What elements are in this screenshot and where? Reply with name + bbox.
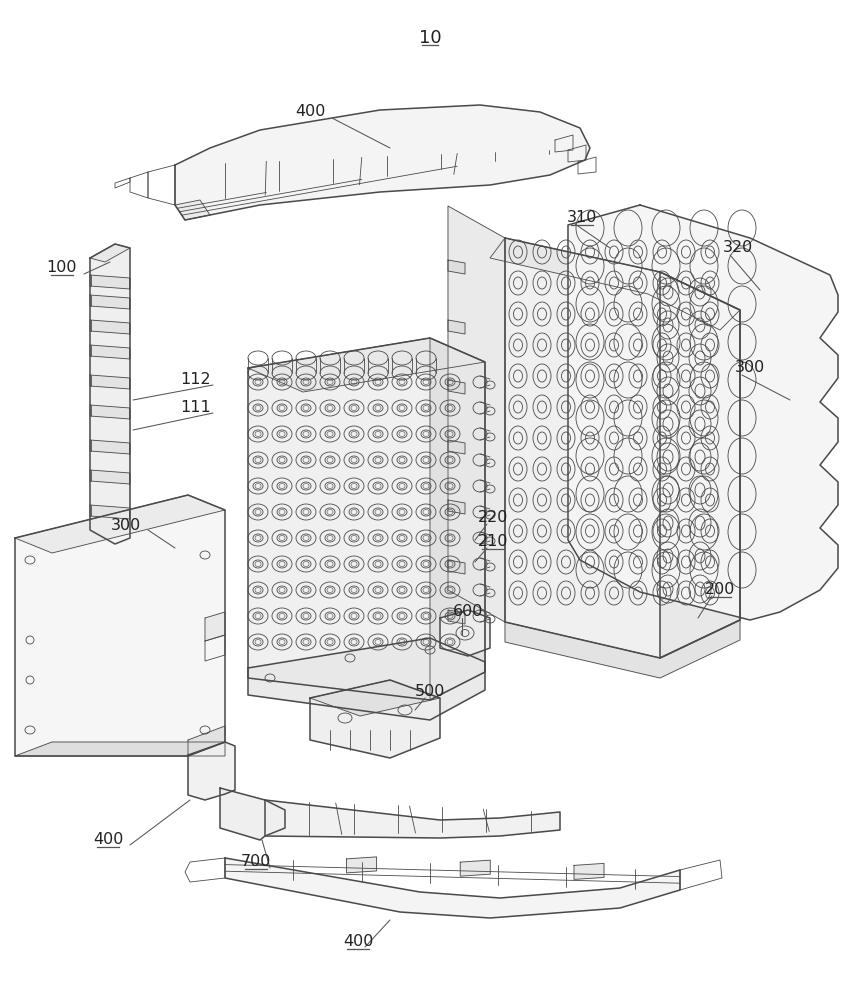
Polygon shape <box>225 858 680 918</box>
Polygon shape <box>15 495 225 553</box>
Text: 100: 100 <box>46 260 77 275</box>
Polygon shape <box>460 860 490 876</box>
Polygon shape <box>90 275 130 289</box>
Polygon shape <box>188 742 235 800</box>
Polygon shape <box>205 612 225 641</box>
Polygon shape <box>90 405 130 419</box>
Polygon shape <box>310 680 440 716</box>
Polygon shape <box>188 726 225 756</box>
Polygon shape <box>505 238 740 658</box>
Text: 400: 400 <box>93 832 123 848</box>
Polygon shape <box>248 338 485 392</box>
Text: 111: 111 <box>181 400 212 416</box>
Polygon shape <box>448 206 505 622</box>
Polygon shape <box>90 375 130 389</box>
Polygon shape <box>430 338 485 700</box>
Text: 112: 112 <box>181 372 212 387</box>
Text: 200: 200 <box>705 582 735 597</box>
Polygon shape <box>310 680 440 758</box>
Polygon shape <box>90 295 130 309</box>
Polygon shape <box>265 800 560 838</box>
Polygon shape <box>448 440 465 454</box>
Text: 700: 700 <box>241 854 271 869</box>
Polygon shape <box>248 638 485 720</box>
Text: 400: 400 <box>295 104 325 119</box>
Polygon shape <box>490 238 740 330</box>
Text: 400: 400 <box>343 934 373 950</box>
Polygon shape <box>90 244 130 262</box>
Text: 210: 210 <box>478 534 508 550</box>
Polygon shape <box>448 500 465 514</box>
Polygon shape <box>15 742 225 756</box>
Polygon shape <box>448 560 465 574</box>
Polygon shape <box>574 863 604 879</box>
Polygon shape <box>90 440 130 454</box>
Polygon shape <box>448 380 465 394</box>
Text: 320: 320 <box>723 240 753 255</box>
Polygon shape <box>90 470 130 484</box>
Text: 300: 300 <box>111 518 141 532</box>
Polygon shape <box>15 495 225 756</box>
Polygon shape <box>248 338 485 700</box>
Text: 600: 600 <box>453 604 483 619</box>
Polygon shape <box>90 244 130 544</box>
Polygon shape <box>175 200 210 220</box>
Polygon shape <box>220 788 285 840</box>
Polygon shape <box>90 505 130 519</box>
Polygon shape <box>505 620 740 678</box>
Text: 220: 220 <box>478 510 508 526</box>
Polygon shape <box>448 610 465 624</box>
Polygon shape <box>568 205 838 620</box>
Polygon shape <box>440 610 490 656</box>
Polygon shape <box>175 105 590 220</box>
Polygon shape <box>448 260 465 274</box>
Polygon shape <box>90 345 130 359</box>
Polygon shape <box>347 857 377 873</box>
Polygon shape <box>90 320 130 334</box>
Text: 500: 500 <box>415 684 445 700</box>
Polygon shape <box>448 320 465 334</box>
Text: 310: 310 <box>567 211 597 226</box>
Text: 10: 10 <box>419 29 441 47</box>
Polygon shape <box>660 272 740 658</box>
Text: 300: 300 <box>735 360 765 375</box>
